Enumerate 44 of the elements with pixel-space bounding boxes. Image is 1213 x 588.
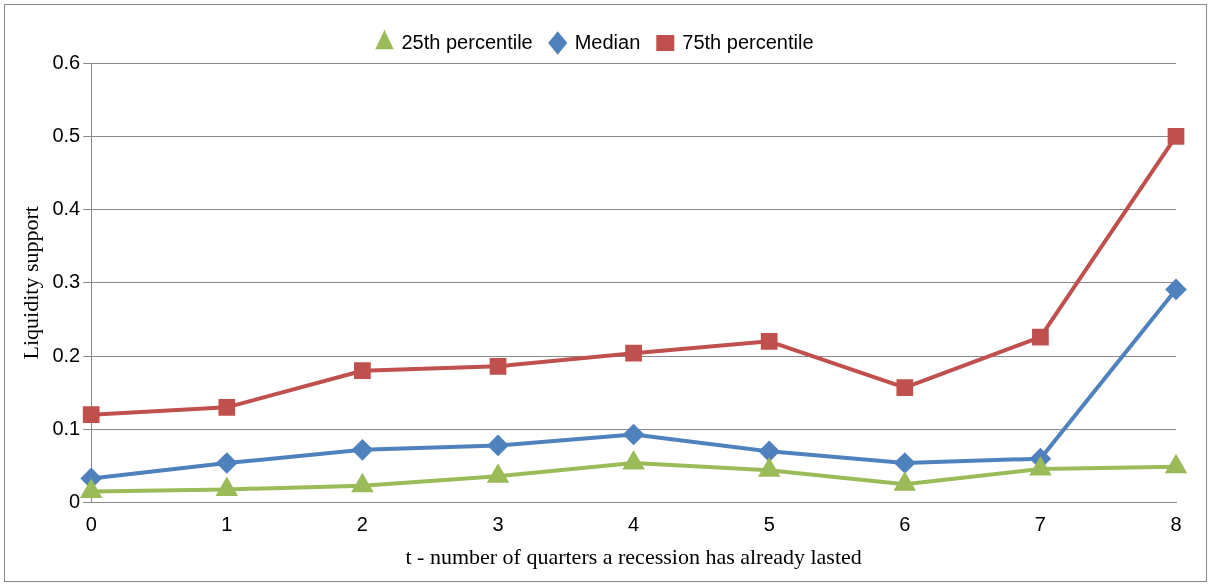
legend-label: Median [574,30,641,53]
point [1167,127,1185,145]
point [1166,279,1186,300]
point [82,406,100,424]
point [623,452,644,470]
y-tick-label: 0.5 [52,123,81,146]
point [760,333,778,350]
y-axis-title: Liquidity support [17,206,43,360]
y-tick-label: 0.4 [52,197,81,220]
x-tick-label: 1 [221,513,233,536]
point [1032,328,1049,346]
point [489,357,507,375]
x-axis-title: t - number of quarters a recession has already lasted [405,543,862,569]
point [1166,455,1186,474]
point [217,478,237,496]
x-tick-label: 2 [356,513,368,536]
point [894,453,915,474]
point [895,473,915,491]
y-tick-label: 0.6 [52,50,81,73]
x-tick-label: 6 [899,513,911,536]
point [216,453,237,474]
x-tick-label: 8 [1170,513,1182,536]
point [354,362,371,380]
legend-label: 25th percentile [401,30,533,53]
point [488,435,508,456]
y-tick-label: 0.2 [52,343,81,366]
x-tick-label: 4 [628,513,640,536]
point [488,465,508,483]
x-tick-label: 5 [763,513,775,536]
point [218,398,236,416]
x-tick-label: 3 [492,513,504,536]
point [352,439,373,460]
point [625,344,642,362]
y-tick-label: 0.3 [52,270,81,293]
legend-label: 75th percentile [682,30,814,53]
point [1030,457,1051,476]
point [759,441,780,462]
y-tick-label: 0.1 [52,416,81,439]
y-tick-label: 0 [69,490,81,513]
x-tick-label: 0 [85,513,97,536]
x-tick-label: 7 [1034,513,1046,536]
point [623,424,644,445]
point [896,379,914,396]
point [759,459,779,477]
